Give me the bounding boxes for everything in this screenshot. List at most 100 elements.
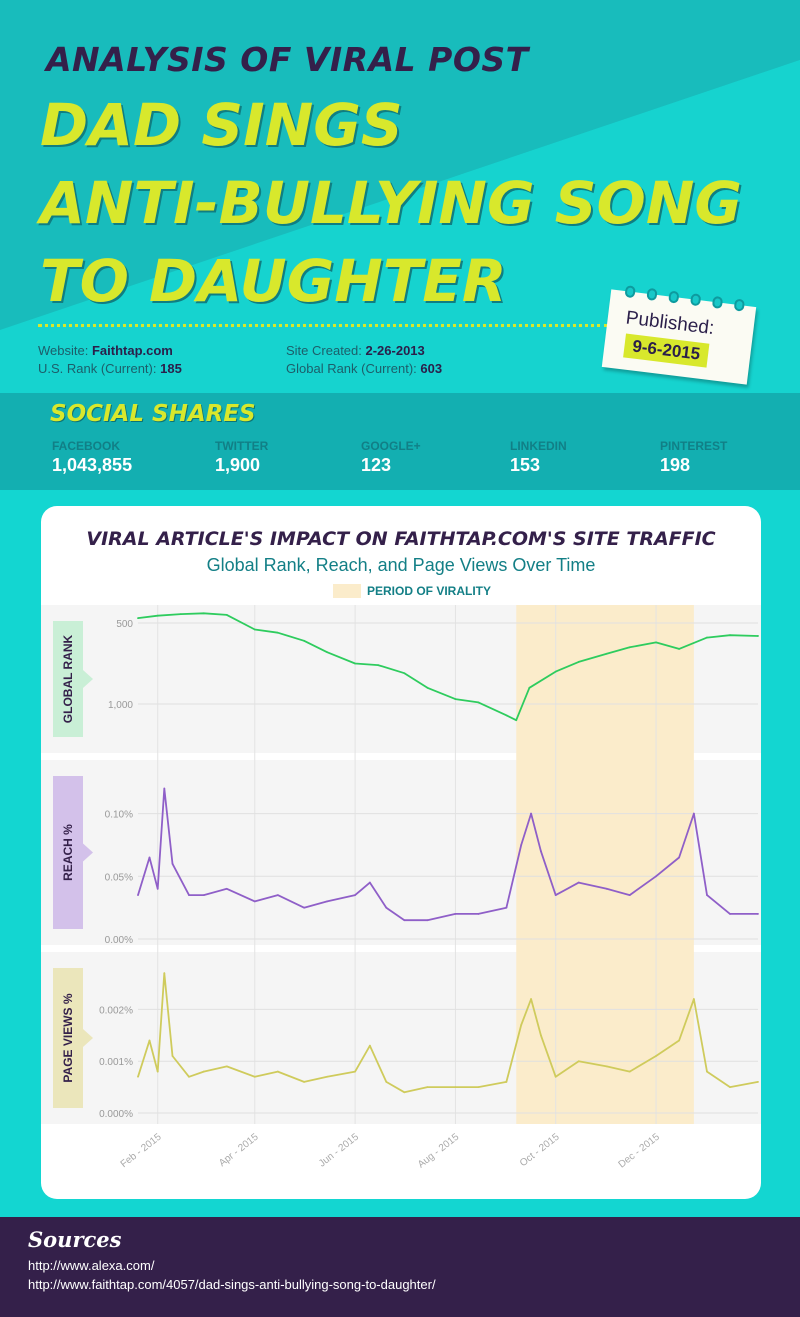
y-tick-label: 0.001% xyxy=(99,1057,133,1068)
data-point xyxy=(385,906,388,909)
axis-label-tab-arrow xyxy=(83,1029,93,1047)
data-point xyxy=(528,686,531,689)
chart-title: VIRAL ARTICLE'S IMPACT ON FAITHTAP.COM'S… xyxy=(86,528,716,550)
traffic-chart: GLOBAL RANK 500 1,000 REACH % 0.10% 0.05% 0.00… xyxy=(41,605,761,1170)
published-date: 9-6-2015 xyxy=(623,333,710,368)
data-point xyxy=(403,1091,406,1094)
data-point xyxy=(326,1075,329,1078)
data-point xyxy=(477,701,480,704)
y-tick-label: 0.00% xyxy=(105,935,133,946)
sources-title: Sources xyxy=(28,1227,122,1252)
data-point xyxy=(577,881,580,884)
data-point xyxy=(655,1055,657,1057)
y-tick-label: 1,000 xyxy=(108,700,133,711)
data-point xyxy=(655,875,657,878)
data-point xyxy=(202,612,205,615)
data-point xyxy=(253,1075,256,1078)
data-point xyxy=(729,913,731,915)
axis-label-tab-arrow xyxy=(83,670,93,688)
data-point xyxy=(505,906,508,909)
data-point xyxy=(628,646,631,649)
share-name: LINKEDIN xyxy=(510,439,567,453)
data-point xyxy=(188,1075,190,1078)
data-point xyxy=(678,1039,680,1042)
data-point xyxy=(757,1081,759,1083)
axis-label: GLOBAL RANK xyxy=(61,634,75,723)
data-point xyxy=(276,894,279,897)
data-point xyxy=(454,913,457,915)
x-tick-label: Oct - 2015 xyxy=(518,1131,562,1169)
data-point xyxy=(303,639,306,642)
data-point xyxy=(477,913,480,915)
data-point xyxy=(137,894,139,897)
ring-icon xyxy=(689,293,702,307)
share-facebook: FACEBOOK 1,043,855 xyxy=(52,439,132,476)
data-point xyxy=(385,1081,388,1083)
source-link[interactable]: http://www.faithtap.com/4057/dad-sings-a… xyxy=(28,1277,436,1292)
site-meta-left: Website: Faithtap.com U.S. Rank (Current… xyxy=(38,342,182,378)
data-point xyxy=(454,1086,457,1089)
share-name: GOOGLE+ xyxy=(361,439,421,453)
data-point xyxy=(368,881,371,884)
data-point xyxy=(678,648,680,650)
data-point xyxy=(554,894,557,897)
headline-line: TO DAUGHTER xyxy=(40,247,507,315)
data-point xyxy=(706,636,708,639)
data-point xyxy=(276,631,279,634)
data-point xyxy=(148,856,151,859)
global-rank-label: Global Rank (Current): xyxy=(286,361,417,376)
virality-swatch xyxy=(333,583,361,598)
data-point xyxy=(202,894,205,897)
data-point xyxy=(403,672,406,675)
header-banner: ANALYSIS OF VIRAL POST DAD SINGS ANTI-BU… xyxy=(0,0,800,393)
data-point xyxy=(577,660,580,663)
data-point xyxy=(163,972,166,975)
share-googleplus: GOOGLE+ 123 xyxy=(361,439,421,476)
data-point xyxy=(137,617,139,620)
data-point xyxy=(554,1075,557,1078)
data-point xyxy=(171,862,174,865)
data-point xyxy=(179,613,182,615)
global-rank-value: 603 xyxy=(420,361,443,376)
data-point xyxy=(354,662,356,665)
virality-label: PERIOD OF VIRALITY xyxy=(367,583,492,598)
us-rank-label: U.S. Rank (Current): xyxy=(38,361,157,376)
x-tick-label: Feb - 2015 xyxy=(119,1131,164,1170)
data-point xyxy=(605,1065,608,1068)
data-point xyxy=(757,635,759,637)
data-point xyxy=(706,894,708,897)
data-point xyxy=(354,894,356,897)
data-point xyxy=(188,894,190,897)
data-point xyxy=(253,900,256,903)
data-point xyxy=(156,614,159,617)
data-point xyxy=(426,919,429,922)
data-point xyxy=(530,812,532,815)
data-point xyxy=(426,686,429,689)
virality-legend: PERIOD OF VIRALITY xyxy=(333,582,491,598)
data-point xyxy=(520,1024,523,1026)
data-point xyxy=(678,856,680,859)
data-point xyxy=(225,614,228,616)
ring-icon xyxy=(624,285,636,299)
data-point xyxy=(326,900,329,903)
website-value: Faithtap.com xyxy=(91,343,173,358)
data-point xyxy=(137,1075,139,1078)
axis-label-tab-arrow xyxy=(83,843,93,862)
share-name: TWITTER xyxy=(215,439,269,453)
data-point xyxy=(515,719,518,722)
axis-label-tab xyxy=(53,968,83,1108)
data-point xyxy=(477,1086,480,1089)
site-created-value: 2-26-2013 xyxy=(365,343,425,358)
data-point xyxy=(368,1044,371,1047)
sources-footer: Sources http://www.alexa.com/ http://www… xyxy=(0,1217,800,1317)
share-pinterest: PINTEREST 198 xyxy=(660,439,727,476)
share-value: 153 xyxy=(510,455,541,475)
data-point xyxy=(554,670,557,673)
source-link[interactable]: http://www.alexa.com/ xyxy=(28,1258,155,1273)
kicker-title: ANALYSIS OF VIRAL POST xyxy=(46,40,529,79)
data-point xyxy=(530,998,532,1000)
data-point xyxy=(628,894,631,897)
x-tick-label: Jun - 2015 xyxy=(317,1131,361,1169)
share-name: FACEBOOK xyxy=(52,439,121,453)
chart-subtitle: Global Rank, Reach, and Page Views Over … xyxy=(206,555,596,575)
